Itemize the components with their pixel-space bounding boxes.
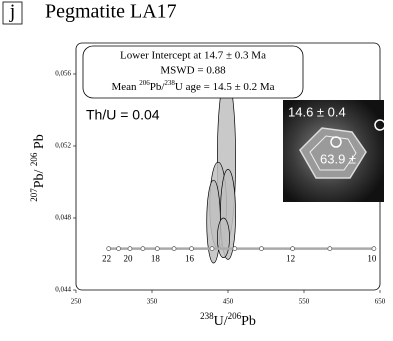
panel-label: j — [9, 1, 16, 23]
annotation-line: MSWD = 0.88 — [160, 65, 226, 77]
age-label: 10 — [367, 254, 377, 264]
age-label: 20 — [123, 254, 133, 264]
age-label: 22 — [102, 254, 111, 264]
text-part: Pb/ — [32, 166, 47, 188]
text-part: Pb/ — [150, 81, 166, 93]
y-tick-label: 0,044 — [55, 286, 71, 294]
age-marker — [291, 247, 295, 251]
chart: j Pegmatite LA17 250 350 450 550 650 0,044 0,0… — [0, 0, 393, 341]
text-part: Pb — [32, 134, 47, 152]
x-tick-label: 350 — [147, 298, 158, 306]
annotation-line: Lower Intercept at 14.7 ± 0.3 Ma — [120, 50, 266, 62]
superscript: 206 — [139, 79, 150, 87]
age-marker — [372, 247, 376, 251]
text-part: U/ — [214, 314, 228, 329]
annotation-line: Mean 206Pb/238U age = 14.5 ± 0.2 Ma — [111, 79, 274, 93]
age-marker — [172, 247, 176, 251]
x-axis-label: 238U/206Pb — [200, 311, 256, 329]
age-marker — [328, 247, 332, 251]
age-marker — [155, 247, 159, 251]
age-marker — [233, 247, 237, 251]
chart-title: Pegmatite LA17 — [45, 1, 177, 23]
inset-label: 14.6 ± 0.4 — [288, 104, 346, 119]
text-part: Mean — [111, 81, 139, 93]
x-tick-label: 550 — [299, 298, 310, 306]
error-ellipse — [207, 180, 221, 263]
text-part: Pb — [241, 314, 256, 329]
inset-label: 63.9 ± — [320, 151, 356, 166]
x-tick-label: 650 — [375, 298, 386, 306]
age-marker — [141, 247, 145, 251]
age-label: 18 — [151, 254, 161, 264]
error-ellipse — [217, 218, 229, 258]
ratio-note: Th/U = 0.04 — [86, 107, 160, 123]
y-tick-label: 0,048 — [55, 214, 71, 222]
age-label: 12 — [286, 254, 295, 264]
superscript: 206 — [29, 152, 39, 166]
y-tick-label: 0,052 — [55, 142, 71, 150]
text-part: U age = 14.5 ± 0.2 Ma — [175, 81, 275, 93]
age-marker — [128, 247, 132, 251]
age-label: 16 — [185, 254, 195, 264]
y-axis-label: 207Pb/ 206 Pb — [29, 134, 47, 201]
superscript: 238 — [200, 311, 214, 321]
age-marker — [190, 247, 194, 251]
superscript: 206 — [228, 311, 242, 321]
superscript: 238 — [164, 79, 175, 87]
superscript: 207 — [29, 188, 39, 202]
age-marker — [210, 247, 214, 251]
inset-image: 14.6 ± 0.4 63.9 ± — [283, 100, 385, 202]
x-tick-label: 450 — [223, 298, 234, 306]
age-marker — [117, 247, 121, 251]
age-marker — [107, 247, 111, 251]
age-marker — [259, 247, 263, 251]
x-tick-label: 250 — [71, 298, 82, 306]
y-tick-label: 0,056 — [55, 70, 71, 78]
